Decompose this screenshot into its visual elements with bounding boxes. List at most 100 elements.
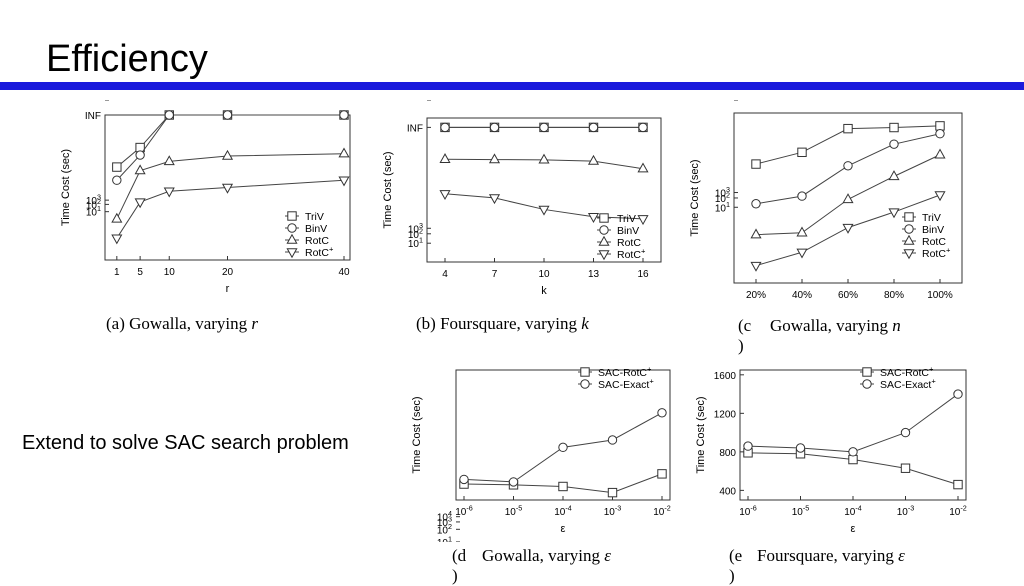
y-tick-label: 101 <box>437 534 452 542</box>
x-tick-label: 80% <box>884 290 904 301</box>
data-point <box>751 199 761 209</box>
data-point <box>134 164 146 175</box>
data-point <box>842 193 854 204</box>
chart-e: 400 800 1200 1600 10-6 10-5 10-4 10-3 10-2 Time C… <box>695 364 967 535</box>
data-point <box>935 121 945 131</box>
data-point <box>489 122 500 133</box>
data-point <box>111 234 123 245</box>
y-tick-label: 104 <box>437 509 452 524</box>
x-tick-label: 7 <box>492 269 498 280</box>
data-point <box>796 226 808 237</box>
legend-marker <box>287 211 297 221</box>
y-tick-label: 101 <box>715 200 730 215</box>
x-tick-label: 60% <box>838 290 858 301</box>
legend-label: SAC-Exact+ <box>598 376 654 391</box>
legend-marker <box>862 367 872 377</box>
x-tick-label: 10-3 <box>897 504 915 519</box>
data-point <box>112 175 122 185</box>
side-text: Extend to solve SAC search problem <box>22 432 349 454</box>
legend-label: TriV <box>305 211 324 223</box>
y-tick-label: 103 <box>437 514 452 529</box>
legend-label: BinV <box>617 225 639 237</box>
legend-marker <box>862 379 872 389</box>
data-point <box>339 110 349 120</box>
x-tick-label: 10-5 <box>505 504 523 519</box>
series-line <box>116 114 344 181</box>
x-tick-label: 10-6 <box>739 504 757 519</box>
legend-marker <box>286 248 298 259</box>
legend-marker <box>286 233 298 244</box>
legend-marker <box>903 249 915 260</box>
title-underline-bar <box>0 82 1024 90</box>
caption-d-label: (d) <box>452 546 467 585</box>
data-point <box>750 261 762 272</box>
y-tick-label: 103 <box>86 193 101 208</box>
y-tick-label: 10-1 <box>83 100 101 103</box>
data-point <box>135 150 145 160</box>
data-point <box>843 161 853 171</box>
data-point <box>112 162 122 172</box>
series-rotc- <box>439 190 649 226</box>
x-tick-label: 10-6 <box>455 504 473 519</box>
series-triv <box>751 121 945 169</box>
y-axis-label: Time Cost (sec) <box>690 159 701 236</box>
caption-e: Foursquare, varying ε <box>757 546 905 565</box>
x-axis-label: ε <box>561 523 566 535</box>
data-point <box>440 122 450 133</box>
x-tick-label: 10 <box>538 269 550 280</box>
data-point <box>588 122 599 133</box>
data-point <box>439 153 451 163</box>
data-point <box>488 153 501 164</box>
y-tick-label: 101 <box>86 204 101 219</box>
legend-label: BinV <box>305 223 327 235</box>
x-tick-label: 4 <box>442 269 448 280</box>
data-point <box>953 389 963 399</box>
y-axis-label: Time Cost (sec) <box>60 149 72 226</box>
data-point <box>338 176 350 187</box>
x-axis-label: ε <box>851 523 856 535</box>
y-tick-label: 10-2 <box>712 100 730 103</box>
y-axis-label: Time Cost (sec) <box>411 396 423 473</box>
legend-label: SAC-RotC+ <box>880 364 934 379</box>
y-tick-label: 100 <box>86 100 101 103</box>
x-tick-label: 20 <box>222 267 234 278</box>
data-point <box>558 442 568 453</box>
y-tick-label: 10-2 <box>83 100 101 103</box>
data-point <box>538 205 550 216</box>
data-point <box>637 162 649 173</box>
x-tick-label: 40 <box>338 267 350 278</box>
y-tick-label: 103 <box>715 185 730 200</box>
data-point <box>338 147 350 158</box>
y-tick-label: 100 <box>408 100 423 103</box>
data-point <box>459 474 469 485</box>
series-rotc <box>439 153 649 173</box>
data-point <box>111 212 123 223</box>
data-point <box>222 110 233 120</box>
data-point <box>889 139 899 149</box>
y-tick-label: 400 <box>719 486 736 497</box>
y-tick-label: 103 <box>408 221 423 236</box>
data-point <box>795 443 806 453</box>
data-point <box>900 463 911 473</box>
data-point <box>796 248 808 259</box>
x-tick-label: 40% <box>792 290 812 301</box>
x-tick-label: 10-4 <box>844 504 862 519</box>
data-point <box>797 191 807 201</box>
caption-c: Gowalla, varying n <box>770 316 901 335</box>
data-point <box>657 469 667 479</box>
legend-label: RotC+ <box>617 246 646 261</box>
x-axis-label: k <box>541 285 547 297</box>
y-tick-label: 102 <box>715 190 730 205</box>
data-point <box>900 427 911 438</box>
x-tick-label: 100% <box>927 290 953 301</box>
data-point <box>221 183 234 194</box>
legend-label: TriV <box>922 212 941 224</box>
series-sac-exact- <box>459 408 667 487</box>
y-tick-label: 10-1 <box>712 100 730 103</box>
x-tick-label: 10-2 <box>949 504 967 519</box>
caption-e-label: (e) <box>729 546 743 585</box>
series-rotc <box>750 148 946 239</box>
legend-label: RotC <box>617 237 641 249</box>
